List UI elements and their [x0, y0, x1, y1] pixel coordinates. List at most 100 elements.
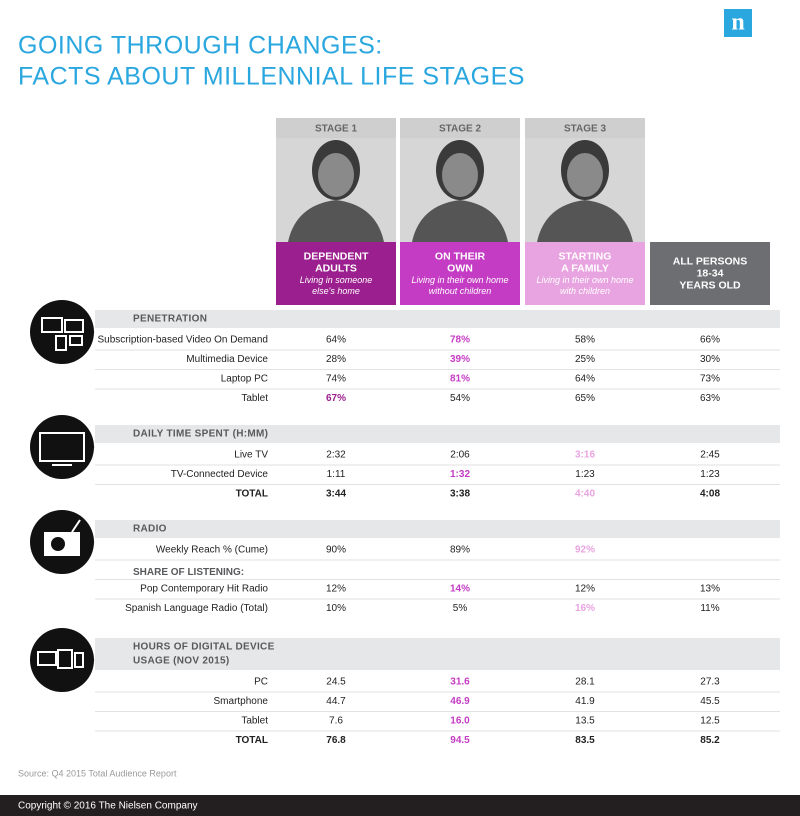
- subheading: SHARE OF LISTENING:: [133, 567, 244, 578]
- person-shoulders: [537, 200, 633, 242]
- cell-value: 2:06: [450, 450, 470, 461]
- cell-value: 28%: [326, 354, 346, 365]
- column-name: STARTING: [559, 250, 612, 262]
- stage-label: STAGE 3: [564, 124, 606, 135]
- stage-label: STAGE 1: [315, 124, 357, 135]
- person-face: [567, 153, 603, 197]
- cell-value: 73%: [700, 374, 720, 385]
- icon-part: [41, 317, 63, 333]
- cell-value: 85.2: [700, 735, 720, 746]
- column-name: DEPENDENT: [304, 250, 369, 262]
- person-face: [318, 153, 354, 197]
- row-label: TOTAL: [236, 489, 268, 500]
- cell-value: 30%: [700, 354, 720, 365]
- column-label-box: [650, 242, 770, 305]
- section-heading: RADIO: [133, 524, 167, 535]
- cell-value: 66%: [700, 335, 720, 346]
- row-label: Weekly Reach % (Cume): [156, 545, 268, 556]
- cell-value: 25%: [575, 354, 595, 365]
- cell-value: 16%: [575, 603, 595, 614]
- row-label: Spanish Language Radio (Total): [125, 603, 268, 614]
- stage-label: STAGE 2: [439, 124, 481, 135]
- row-label: TOTAL: [236, 735, 268, 746]
- icon-part: [39, 432, 85, 462]
- icon-part: [71, 519, 81, 533]
- column-label-box: [276, 242, 396, 305]
- column-name: ADULTS: [315, 262, 357, 274]
- cell-value: 81%: [450, 374, 470, 385]
- cell-value: 3:44: [326, 489, 346, 500]
- row-label: Subscription-based Video On Demand: [98, 335, 268, 346]
- icon-part: [74, 652, 84, 668]
- cell-value: 2:32: [326, 450, 346, 461]
- section-heading: DAILY TIME SPENT (H:MM): [133, 429, 268, 440]
- cell-value: 65%: [575, 393, 595, 404]
- section-header-bar: [95, 310, 780, 328]
- cell-value: 45.5: [700, 696, 720, 707]
- column-label-box: [400, 242, 520, 305]
- icon-part: [57, 649, 73, 669]
- cell-value: 1:11: [327, 469, 346, 480]
- cell-value: 28.1: [575, 677, 595, 688]
- stage-bar: [400, 118, 520, 138]
- cell-value: 44.7: [326, 696, 346, 707]
- column-name: 18-34: [697, 267, 724, 279]
- section-header-bar: [95, 425, 780, 443]
- row-label: Multimedia Device: [186, 354, 268, 365]
- cell-value: 3:38: [450, 489, 470, 500]
- cell-value: 27.3: [700, 677, 720, 688]
- cell-value: 10%: [326, 603, 346, 614]
- cell-value: 1:23: [700, 469, 720, 480]
- column-name: A FAMILY: [561, 262, 609, 274]
- icon-part: [37, 651, 57, 666]
- cell-value: 78%: [450, 335, 470, 346]
- logo-letter: n: [731, 10, 744, 36]
- column-description: Living in their own home: [536, 275, 633, 285]
- section-header-bar: [95, 638, 780, 670]
- section-header-bar: [95, 520, 780, 538]
- footer: Copyright © 2016 The Nielsen Company: [18, 801, 198, 812]
- title-line: GOING THROUGH CHANGES:: [18, 32, 383, 60]
- cell-value: 12%: [326, 584, 346, 595]
- column-description: without children: [429, 286, 492, 296]
- cell-value: 2:45: [700, 450, 720, 461]
- section-heading: HOURS OF DIGITAL DEVICE: [133, 642, 275, 653]
- column-description: Living in someone: [300, 275, 373, 285]
- cell-value: 76.8: [326, 735, 346, 746]
- cell-value: 16.0: [450, 716, 470, 727]
- cell-value: 58%: [575, 335, 595, 346]
- cell-value: 89%: [450, 545, 470, 556]
- row-label: Laptop PC: [221, 374, 268, 385]
- cell-value: 11%: [700, 603, 719, 614]
- row-label: Smartphone: [214, 696, 269, 707]
- stage-bar: [525, 118, 645, 138]
- row-label: Live TV: [234, 450, 268, 461]
- person-shoulders: [412, 200, 508, 242]
- cell-value: 12%: [575, 584, 595, 595]
- icon-part: [55, 335, 67, 351]
- column-description: with children: [560, 286, 610, 296]
- row-label: Tablet: [241, 393, 268, 404]
- cell-value: 12.5: [700, 716, 720, 727]
- cell-value: 3:16: [575, 450, 595, 461]
- section-icon: [30, 415, 94, 479]
- person-shoulders: [288, 200, 384, 242]
- cell-value: 13.5: [575, 716, 595, 727]
- cell-value: 24.5: [326, 677, 346, 688]
- cell-value: 4:08: [700, 489, 720, 500]
- title-line: FACTS ABOUT MILLENNIAL LIFE STAGES: [18, 63, 525, 91]
- cell-value: 83.5: [575, 735, 595, 746]
- cell-value: 13%: [700, 584, 720, 595]
- cell-value: 94.5: [450, 735, 470, 746]
- footer-bar: [0, 795, 800, 816]
- cell-value: 67%: [326, 393, 346, 404]
- icon-part: [64, 319, 84, 333]
- icon-part: [69, 335, 83, 346]
- column-label-box: [525, 242, 645, 305]
- cell-value: 92%: [575, 545, 595, 556]
- column-name: YEARS OLD: [679, 279, 741, 291]
- cell-value: 5%: [453, 603, 468, 614]
- column-description: else's home: [312, 286, 360, 296]
- cell-value: 39%: [450, 354, 470, 365]
- section-heading: PENETRATION: [133, 314, 207, 325]
